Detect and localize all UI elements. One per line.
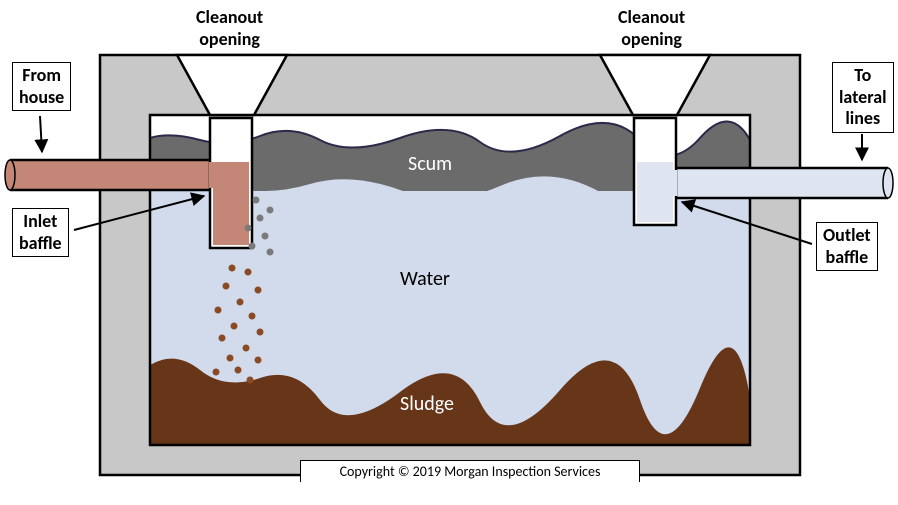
particle-brown: [213, 369, 220, 376]
particle-brown: [223, 283, 230, 290]
particle-gray: [267, 249, 274, 256]
particle-brown: [237, 299, 244, 306]
particle-brown: [255, 287, 262, 294]
particle-brown: [257, 329, 264, 336]
outlet_baffle-label: Outlet baffle: [816, 222, 878, 271]
cleanout_right-label: Cleanout opening: [618, 6, 685, 50]
inlet-baffle-fluid: [213, 162, 249, 245]
particle-gray: [257, 215, 264, 222]
cleanout_left-label: Cleanout opening: [196, 6, 263, 50]
scum-label: Scum: [408, 152, 452, 176]
particle-brown: [245, 269, 252, 276]
outlet-baffle-fluid: [637, 162, 673, 222]
sludge-label: Sludge: [400, 392, 454, 416]
particle-brown: [227, 355, 234, 362]
particle-brown: [231, 323, 238, 330]
particle-brown: [247, 377, 254, 384]
copyright: Copyright © 2019 Morgan Inspection Servi…: [300, 460, 640, 482]
from_house-label: From house: [12, 62, 71, 111]
outlet-pipe-end: [883, 168, 893, 198]
particle-gray: [253, 197, 260, 204]
particle-brown: [219, 335, 226, 342]
particle-gray: [267, 207, 274, 214]
particle-gray: [245, 225, 252, 232]
water-label: Water: [400, 267, 450, 291]
particle-brown: [249, 313, 256, 320]
particle-gray: [249, 243, 256, 250]
inlet-pipe: [10, 160, 230, 190]
particle-gray: [262, 233, 269, 240]
particle-brown: [255, 357, 262, 364]
inlet_baffle-label: Inlet baffle: [12, 208, 69, 257]
particle-brown: [215, 307, 222, 314]
particle-brown: [229, 265, 236, 272]
inlet-pipe-end: [5, 160, 15, 190]
diagram-svg: Scum Water Sludge: [0, 0, 898, 505]
to_lateral-label: To lateral lines: [832, 62, 894, 133]
septic-diagram: Scum Water Sludge Cleanout opening Cleanout…: [0, 0, 898, 505]
from_house-arrow: [40, 116, 42, 152]
particle-brown: [243, 345, 250, 352]
particle-brown: [235, 367, 242, 374]
outlet-pipe: [660, 168, 888, 198]
